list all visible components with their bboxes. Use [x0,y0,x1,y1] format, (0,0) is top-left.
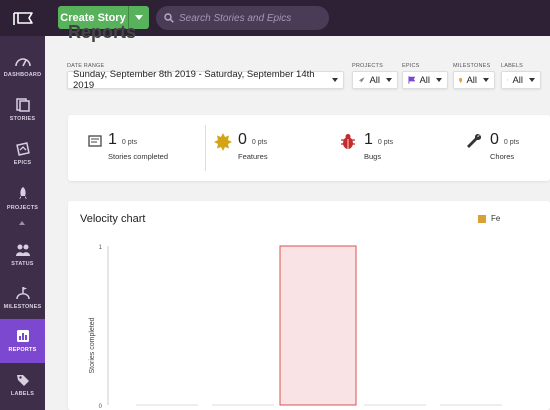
epics-select[interactable]: All [402,71,448,89]
create-dropdown-caret-icon[interactable] [129,6,149,29]
labels-value: All [512,74,523,86]
search-input[interactable] [179,12,319,24]
stories-completed-icon [88,135,102,147]
page-title: Reports [68,22,137,42]
chevron-down-icon [483,78,489,82]
pin-icon [459,77,463,83]
stat-stories-completed: 1 0 pts Stories completed [108,131,168,161]
search-box[interactable] [156,6,329,30]
stat-points: 0 pts [377,139,394,146]
y-tick-label: 0 [99,404,103,410]
chart-title: Velocity chart [80,213,146,225]
stat-label: Features [238,152,268,161]
chevron-down-icon [529,78,535,82]
sidebar-item-dashboard[interactable]: Dashboard [0,44,45,88]
date-range-value: Sunday, September 8th 2019 - Saturday, S… [73,69,315,91]
sidebar-item-label: Projects [6,204,39,211]
flag-icon [408,76,416,84]
status-icon [15,244,30,256]
divider [205,125,206,171]
stat-points: 0 pts [503,139,520,146]
stat-points: 0 pts [121,139,138,146]
sidebar-collapse-caret-icon[interactable] [19,221,25,225]
rocket-icon [358,77,365,83]
epics-label: Epics [402,63,420,69]
top-bar: Create Story [0,0,550,36]
date-range-label: Date Range [67,63,105,69]
sidebar-item-projects[interactable]: Projects [0,176,45,220]
projects-icon [18,186,27,199]
sidebar-item-label: Epics [13,160,32,166]
stat-count: 1 [108,131,117,148]
projects-select[interactable]: All [352,71,398,89]
stories-icon [15,98,30,112]
projects-label: Projects [352,63,383,69]
feature-star-icon [214,133,232,151]
y-tick-label: 1 [99,245,103,251]
search-icon [164,13,174,23]
app-logo[interactable] [0,0,45,36]
dashboard-icon [14,58,31,67]
milestones-label: Milestones [453,63,491,69]
sidebar-item-labels[interactable]: Labels [0,363,45,407]
chevron-down-icon [436,78,442,82]
stat-count: 0 [238,131,247,148]
sidebar-item-label: Reports [8,347,37,353]
stat-chores: 0 0 pts Chores [490,131,519,161]
stats-card: 1 0 pts Stories completed 0 0 pts Features… [68,115,550,181]
stat-bugs: 1 0 pts Bugs [364,131,393,161]
tag-icon [507,79,509,81]
velocity-bar [279,245,357,406]
labels-icon [16,375,29,386]
stat-label: Stories completed [108,152,169,161]
reports-icon [16,330,29,342]
sidebar-item-label: Stories [9,116,36,122]
sidebar-item-label: Status [11,261,34,267]
sidebar-item-label: Labels [10,391,35,397]
y-axis-label: Stories completed [89,317,96,373]
create-story-label[interactable]: Create Story [58,6,129,29]
sidebar-item-label: Dashboard [3,72,42,78]
flag-logo-icon [12,12,33,25]
sidebar-item-stories[interactable]: Stories [0,88,45,132]
stat-features: 0 0 pts Features [238,131,268,161]
sidebar-item-status[interactable]: Status [0,233,45,277]
stat-label: Chores [490,152,515,161]
legend-checkbox-icon[interactable] [478,214,486,223]
stat-count: 0 [490,131,499,148]
milestones-icon [15,287,30,300]
velocity-chart-card: Velocity chart Fe 1 0 Stories completed [68,201,550,410]
labels-label: Labels [501,63,523,69]
labels-select[interactable]: All [501,71,541,89]
sidebar-item-milestones[interactable]: Milestones [0,276,45,320]
filter-bar: Date Range Sunday, September 8th 2019 - … [45,55,550,105]
milestones-value: All [466,74,477,86]
milestones-select[interactable]: All [453,71,495,89]
sidebar-item-reports[interactable]: Reports [0,319,45,363]
stat-label: Bugs [364,152,382,161]
wrench-icon [467,133,482,148]
velocity-chart-plot: 1 0 Stories completed [89,245,502,410]
sidebar-item-label: Milestones [3,304,42,310]
chart-legend[interactable]: Fe [478,214,500,223]
sidebar-item-epics[interactable]: Epics [0,132,45,176]
stat-count: 1 [364,131,373,148]
legend-label: Fe [491,214,501,223]
epics-icon [15,142,30,156]
create-story-button[interactable]: Create Story [58,6,149,29]
date-range-select[interactable]: Sunday, September 8th 2019 - Saturday, S… [67,69,344,91]
projects-value: All [369,74,380,86]
sidebar: Dashboard Stories Epics Projects Status [0,36,45,410]
chevron-down-icon [332,78,338,82]
stat-points: 0 pts [251,139,268,146]
chevron-down-icon [386,78,392,82]
bug-icon [341,134,355,149]
epics-value: All [419,74,430,86]
